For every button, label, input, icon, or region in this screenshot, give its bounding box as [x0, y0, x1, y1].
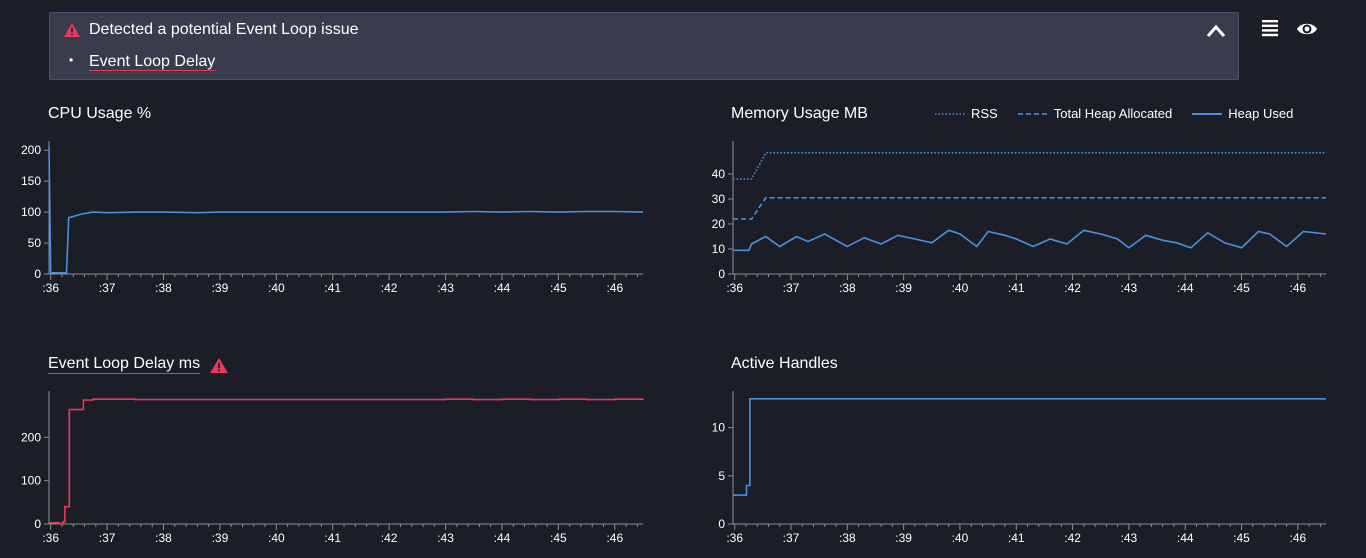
x-tick-label: :41 [1008, 531, 1025, 545]
y-tick-label: 0 [718, 517, 725, 531]
x-tick-label: :38 [839, 531, 856, 545]
y-tick-label: 40 [712, 167, 726, 181]
y-tick-label: 100 [21, 205, 41, 219]
series-line-cpu [48, 147, 644, 274]
x-tick-label: :40 [268, 281, 285, 295]
x-tick-label: :41 [324, 281, 341, 295]
x-tick-label: :45 [550, 281, 567, 295]
cpu-chart-title: CPU Usage % [48, 105, 152, 122]
y-tick-label: 150 [21, 174, 41, 188]
legend-label: Heap Used [1228, 106, 1294, 121]
legend-item-rss[interactable]: RSS [935, 106, 998, 121]
solid-line-icon [1192, 112, 1223, 115]
x-tick-label: :40 [268, 531, 285, 545]
series-line-handles [733, 398, 1326, 496]
y-tick-label: 10 [712, 421, 726, 435]
warning-icon [210, 358, 228, 373]
x-tick-label: :37 [783, 281, 800, 295]
x-tick-label: :39 [212, 281, 229, 295]
x-tick-label: :42 [1064, 531, 1081, 545]
x-tick-label: :42 [381, 531, 398, 545]
x-tick-label: :44 [494, 281, 511, 295]
x-tick-label: :36 [42, 281, 59, 295]
bullet-icon: • [69, 53, 74, 67]
legend-label: Total Heap Allocated [1053, 106, 1173, 121]
y-tick-label: 10 [712, 242, 726, 256]
x-tick-label: :42 [1064, 281, 1081, 295]
series-line-eventloop [49, 398, 644, 525]
x-tick-label: :37 [99, 531, 116, 545]
y-tick-label: 200 [21, 143, 41, 157]
memory-chart-title: Memory Usage MB [731, 105, 868, 122]
eventloop-chart-title[interactable]: Event Loop Delay ms [48, 355, 201, 372]
y-tick-label: 50 [28, 236, 42, 250]
x-tick-label: :46 [1289, 281, 1306, 295]
alert-title: Detected a potential Event Loop issue [89, 21, 359, 38]
x-tick-label: :44 [494, 531, 511, 545]
x-tick-label: :41 [1008, 281, 1025, 295]
list-icon[interactable] [1261, 20, 1279, 37]
y-tick-label: 0 [718, 267, 725, 281]
y-tick-label: 0 [34, 267, 41, 281]
series-line-total-heap-allocated [733, 197, 1326, 220]
alert-banner: Detected a potential Event Loop issue • … [49, 12, 1239, 80]
x-tick-label: :40 [952, 531, 969, 545]
x-tick-label: :36 [726, 531, 743, 545]
x-tick-label: :42 [381, 281, 398, 295]
x-tick-label: :38 [155, 281, 172, 295]
x-tick-label: :46 [606, 531, 623, 545]
x-tick-label: :45 [1233, 281, 1250, 295]
x-tick-label: :43 [437, 531, 454, 545]
x-tick-label: :43 [1121, 281, 1138, 295]
x-tick-label: :44 [1177, 281, 1194, 295]
y-tick-label: 100 [21, 474, 41, 488]
dashed-line-icon [1017, 112, 1048, 115]
y-tick-label: 5 [718, 469, 725, 483]
x-tick-label: :37 [783, 531, 800, 545]
y-tick-label: 30 [712, 192, 726, 206]
x-tick-label: :43 [1121, 531, 1138, 545]
x-tick-label: :38 [839, 281, 856, 295]
x-tick-label: :39 [212, 531, 229, 545]
legend-label: RSS [971, 106, 998, 121]
x-tick-label: :43 [437, 281, 454, 295]
x-tick-label: :46 [606, 281, 623, 295]
eye-icon[interactable] [1296, 19, 1318, 39]
legend-item-total-heap[interactable]: Total Heap Allocated [1017, 106, 1173, 121]
x-tick-label: :38 [155, 531, 172, 545]
alert-item-link[interactable]: Event Loop Delay [89, 53, 216, 70]
y-tick-label: 20 [712, 217, 726, 231]
x-tick-label: :40 [952, 281, 969, 295]
y-tick-label: 0 [34, 517, 41, 531]
x-tick-label: :39 [895, 531, 912, 545]
x-tick-label: :44 [1177, 531, 1194, 545]
x-tick-label: :45 [550, 531, 567, 545]
series-line-heap-used [733, 229, 1327, 252]
chevron-up-icon[interactable] [1206, 24, 1226, 38]
legend-item-heap-used[interactable]: Heap Used [1192, 106, 1293, 121]
memory-legend: RSS Total Heap Allocated Heap Used [935, 106, 1313, 121]
x-tick-label: :36 [42, 531, 59, 545]
warning-icon [64, 23, 80, 37]
handles-chart-title: Active Handles [731, 355, 838, 372]
x-tick-label: :46 [1289, 531, 1306, 545]
dotted-line-icon [935, 112, 965, 115]
x-tick-label: :41 [324, 531, 341, 545]
x-tick-label: :45 [1233, 531, 1250, 545]
y-tick-label: 200 [21, 430, 41, 444]
x-tick-label: :39 [895, 281, 912, 295]
x-tick-label: :36 [726, 281, 743, 295]
x-tick-label: :37 [99, 281, 116, 295]
